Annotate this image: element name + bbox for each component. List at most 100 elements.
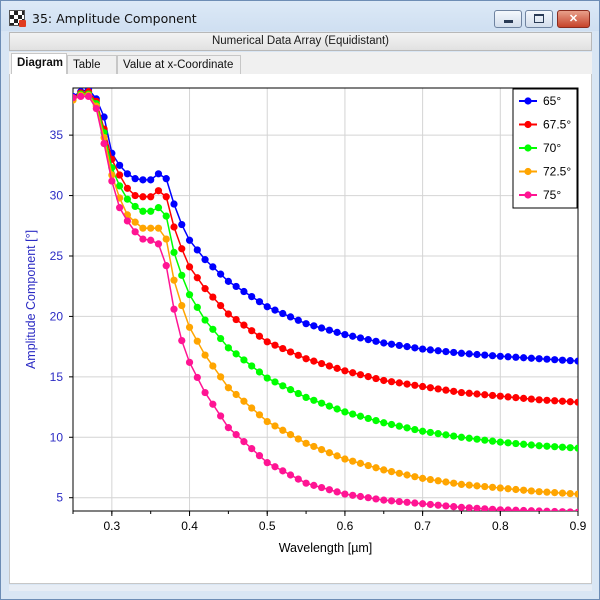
tab-strip: Diagram Table Value at x-Coordinate xyxy=(9,52,592,74)
series-marker xyxy=(349,369,357,377)
series-marker xyxy=(271,378,279,386)
series-marker xyxy=(232,315,240,324)
series-marker xyxy=(543,488,551,496)
series-marker xyxy=(209,325,217,333)
series-marker xyxy=(419,382,427,391)
series-marker xyxy=(131,228,139,236)
series-marker xyxy=(442,386,450,394)
series-marker xyxy=(123,170,131,178)
series-marker xyxy=(512,506,520,511)
y-axis-label: Amplitude Component [°] xyxy=(24,230,38,369)
series-marker xyxy=(473,435,481,443)
series-marker xyxy=(318,446,326,454)
series-marker xyxy=(473,390,481,398)
series-marker xyxy=(535,396,543,404)
series-marker xyxy=(224,384,232,392)
series-marker xyxy=(201,256,209,264)
series-marker xyxy=(224,344,232,352)
series-marker xyxy=(457,503,466,511)
series-marker xyxy=(100,139,108,148)
series-1 xyxy=(73,88,578,406)
series-marker xyxy=(442,502,450,510)
series-marker xyxy=(201,351,209,359)
series-marker xyxy=(333,405,341,413)
series-marker xyxy=(147,236,155,244)
series-marker xyxy=(294,351,302,359)
series-marker xyxy=(481,505,489,511)
series-marker xyxy=(263,303,271,311)
series-marker xyxy=(263,338,271,346)
chart-legend: 65° 67.5° 70° 72.5° 75° xyxy=(512,88,578,209)
legend-entry: 72.5° xyxy=(543,165,571,179)
series-marker xyxy=(566,489,574,498)
series-marker xyxy=(271,341,279,349)
tab-diagram[interactable]: Diagram xyxy=(11,53,67,74)
series-marker xyxy=(411,344,419,352)
series-marker xyxy=(426,500,434,509)
maximize-button[interactable] xyxy=(525,10,553,28)
series-marker xyxy=(488,505,497,511)
series-marker xyxy=(450,348,458,357)
series-marker xyxy=(240,356,248,364)
series-marker xyxy=(520,354,528,362)
series-marker xyxy=(434,430,442,438)
series-marker xyxy=(387,340,396,348)
series-marker xyxy=(116,204,124,212)
chart-axes: 0.3 0.4 0.5 0.6 0.7 0.8 0.9 5 10 15 20 25 30 35 Wavele… xyxy=(24,87,587,555)
amplitude-chart[interactable]: 0.3 0.4 0.5 0.6 0.7 0.8 0.9 5 10 15 20 25 30 35 Wavele… xyxy=(10,74,591,582)
series-marker xyxy=(512,394,520,402)
series-marker xyxy=(442,347,450,356)
series-marker xyxy=(139,224,147,232)
series-marker xyxy=(139,235,147,243)
series-marker xyxy=(201,316,209,324)
close-button[interactable]: ✕ xyxy=(557,10,590,28)
title-bar[interactable]: 35: Amplitude Component ✕ xyxy=(1,1,599,31)
series-marker xyxy=(318,399,326,407)
series-2 xyxy=(73,90,578,452)
series-marker xyxy=(450,503,458,511)
tab-table[interactable]: Table xyxy=(67,55,117,74)
series-marker xyxy=(341,490,349,498)
series-marker xyxy=(356,492,365,501)
series-marker xyxy=(310,442,318,451)
series-marker xyxy=(349,332,357,340)
series-marker xyxy=(442,478,450,486)
series-marker xyxy=(558,443,567,451)
series-marker xyxy=(286,313,295,321)
chart-grid xyxy=(73,88,579,511)
series-marker xyxy=(240,287,248,296)
series-marker xyxy=(302,479,310,487)
series-marker xyxy=(535,442,543,450)
series-marker xyxy=(395,422,403,430)
series-marker xyxy=(372,374,380,383)
tab-value-at-x[interactable]: Value at x-Coordinate xyxy=(117,55,241,74)
series-marker xyxy=(170,223,178,231)
minimize-button[interactable] xyxy=(494,10,522,28)
series-marker xyxy=(240,438,248,446)
series-marker xyxy=(551,397,559,405)
series-marker xyxy=(263,417,271,426)
series-marker xyxy=(286,431,295,439)
legend-marker xyxy=(524,144,532,152)
series-marker xyxy=(527,487,535,495)
series-marker xyxy=(349,491,357,499)
series-marker xyxy=(170,200,178,208)
series-marker xyxy=(434,501,442,509)
series-marker xyxy=(558,508,566,511)
series-marker xyxy=(325,362,333,370)
series-marker xyxy=(450,479,458,487)
series-marker xyxy=(248,327,256,335)
series-marker xyxy=(178,220,186,229)
maximize-icon xyxy=(534,14,544,23)
series-marker xyxy=(193,274,201,282)
series-marker xyxy=(123,217,131,225)
series-marker xyxy=(488,391,497,400)
series-marker xyxy=(162,212,170,220)
series-marker xyxy=(255,368,264,376)
series-marker xyxy=(364,494,372,502)
series-marker xyxy=(154,187,163,195)
series-marker xyxy=(543,396,551,404)
series-marker xyxy=(294,389,302,398)
x-tick-label: 0.7 xyxy=(414,519,431,533)
series-marker xyxy=(341,408,349,416)
